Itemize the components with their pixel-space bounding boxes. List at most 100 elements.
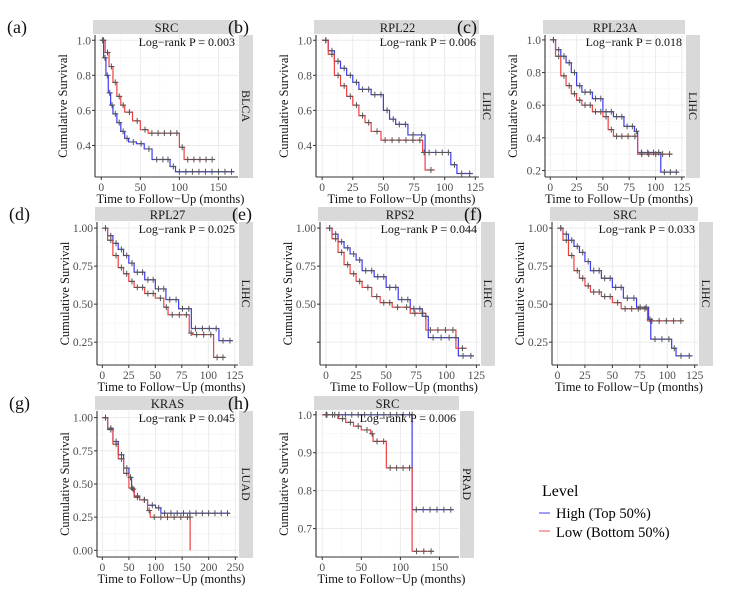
censor-mark bbox=[355, 411, 362, 418]
censor-mark bbox=[607, 275, 614, 282]
km-panel-h: SRC PRAD Log−rank P = 0.006 (h) 0.7 0.8 0.9 1.0… bbox=[228, 393, 474, 586]
censor-mark bbox=[597, 95, 604, 102]
censor-mark bbox=[613, 113, 620, 120]
censor-mark bbox=[142, 126, 149, 133]
censor-mark bbox=[219, 354, 226, 361]
censor-mark bbox=[188, 330, 195, 337]
censor-mark bbox=[151, 514, 158, 521]
facet-cancer-label: LIHC bbox=[481, 280, 495, 308]
censor-mark bbox=[226, 337, 233, 344]
censor-mark bbox=[189, 168, 196, 175]
censor-mark bbox=[377, 91, 384, 98]
censor-mark bbox=[102, 225, 109, 232]
y-tick-label: 0.75 bbox=[528, 261, 548, 273]
y-tick-label: 0.50 bbox=[296, 299, 316, 311]
x-tick-label: 50 bbox=[150, 370, 162, 382]
censor-mark bbox=[571, 69, 578, 76]
censor-mark bbox=[322, 37, 329, 44]
censor-mark bbox=[113, 240, 120, 247]
censor-mark bbox=[560, 72, 567, 79]
censor-mark bbox=[374, 273, 381, 280]
censor-mark bbox=[374, 128, 381, 135]
censor-mark bbox=[192, 325, 199, 332]
censor-mark bbox=[341, 82, 348, 89]
censor-mark bbox=[205, 510, 212, 517]
censor-mark bbox=[118, 264, 125, 271]
censor-mark bbox=[427, 166, 434, 173]
y-tick-label: 1.0 bbox=[298, 410, 313, 422]
censor-mark bbox=[369, 430, 376, 437]
x-axis-title: Time to Follow−Up (months) bbox=[98, 380, 246, 394]
censor-mark bbox=[134, 117, 141, 124]
censor-mark bbox=[167, 130, 174, 137]
x-tick-label: 125 bbox=[467, 182, 485, 194]
x-tick-label: 50 bbox=[380, 370, 392, 382]
censor-mark bbox=[400, 411, 407, 418]
x-tick-label: 100 bbox=[200, 370, 218, 382]
censor-mark bbox=[608, 108, 615, 115]
censor-mark bbox=[380, 411, 387, 418]
censor-mark bbox=[585, 258, 592, 265]
censor-marks-low bbox=[100, 37, 216, 163]
survival-curve-low bbox=[550, 39, 673, 155]
y-tick-label: 0.9 bbox=[298, 448, 313, 460]
censor-mark bbox=[228, 168, 235, 175]
censor-marks-low bbox=[557, 225, 684, 324]
y-tick-label: 0.6 bbox=[77, 105, 92, 117]
censor-mark bbox=[127, 474, 134, 481]
censor-mark bbox=[174, 510, 181, 517]
censor-mark bbox=[390, 116, 397, 123]
facet-cancer-label: LIHC bbox=[686, 92, 700, 120]
censor-mark bbox=[106, 89, 113, 96]
y-axis-title: Cumulative Survival bbox=[513, 241, 527, 345]
censor-mark bbox=[576, 97, 583, 104]
censor-marks-high bbox=[550, 36, 680, 176]
censor-mark bbox=[618, 284, 625, 291]
censor-mark bbox=[356, 257, 363, 264]
censor-mark bbox=[585, 282, 592, 289]
facet-gene-label: RPL23A bbox=[593, 21, 637, 35]
censor-mark bbox=[193, 510, 200, 517]
x-tick-label: 75 bbox=[623, 182, 635, 194]
km-panel-c: RPL23A LIHC Log−rank P = 0.018 (c) 0.2 0.4 0.6… bbox=[457, 17, 700, 206]
censor-mark bbox=[433, 506, 440, 513]
facet-strip-top bbox=[543, 20, 685, 34]
censor-mark bbox=[102, 414, 109, 421]
censor-mark bbox=[118, 246, 125, 253]
x-tick-label: 50 bbox=[356, 562, 368, 574]
y-tick-label: 1.00 bbox=[73, 413, 93, 425]
censor-mark bbox=[155, 504, 162, 511]
censor-mark bbox=[571, 90, 578, 97]
censor-mark bbox=[211, 510, 218, 517]
x-tick-label: 25 bbox=[350, 370, 362, 382]
censor-mark bbox=[224, 510, 231, 517]
censor-mark bbox=[202, 168, 209, 175]
facet-strip-top bbox=[314, 20, 479, 34]
x-tick-label: 125 bbox=[226, 370, 244, 382]
censor-mark bbox=[141, 496, 148, 503]
censor-mark bbox=[335, 72, 342, 79]
censor-marks-low bbox=[322, 37, 434, 173]
facet-gene-label: RPL22 bbox=[380, 21, 415, 35]
facet-gene-label: SRC bbox=[376, 397, 400, 411]
censor-mark bbox=[380, 273, 387, 280]
censor-mark bbox=[107, 426, 114, 433]
x-axis-title: Time to Follow−Up (months) bbox=[330, 380, 478, 394]
censor-mark bbox=[568, 237, 575, 244]
censor-mark bbox=[120, 128, 127, 135]
facet-gene-label: KRAS bbox=[151, 397, 184, 411]
censor-mark bbox=[420, 506, 427, 513]
y-tick-label: 0.75 bbox=[73, 446, 93, 458]
censor-mark bbox=[603, 113, 610, 120]
y-tick-label: 1.0 bbox=[298, 35, 313, 47]
y-tick-label: 0.00 bbox=[73, 545, 93, 557]
censor-mark bbox=[200, 331, 207, 338]
plot-background bbox=[97, 222, 238, 365]
censor-mark bbox=[169, 311, 176, 318]
x-tick-label: 100 bbox=[436, 182, 454, 194]
facet-strip-top bbox=[93, 20, 238, 34]
censor-mark bbox=[434, 327, 441, 334]
facet-strip-top bbox=[318, 207, 480, 221]
legend: Level High (Top 50%) Low (Bottom 50%) bbox=[539, 483, 670, 541]
